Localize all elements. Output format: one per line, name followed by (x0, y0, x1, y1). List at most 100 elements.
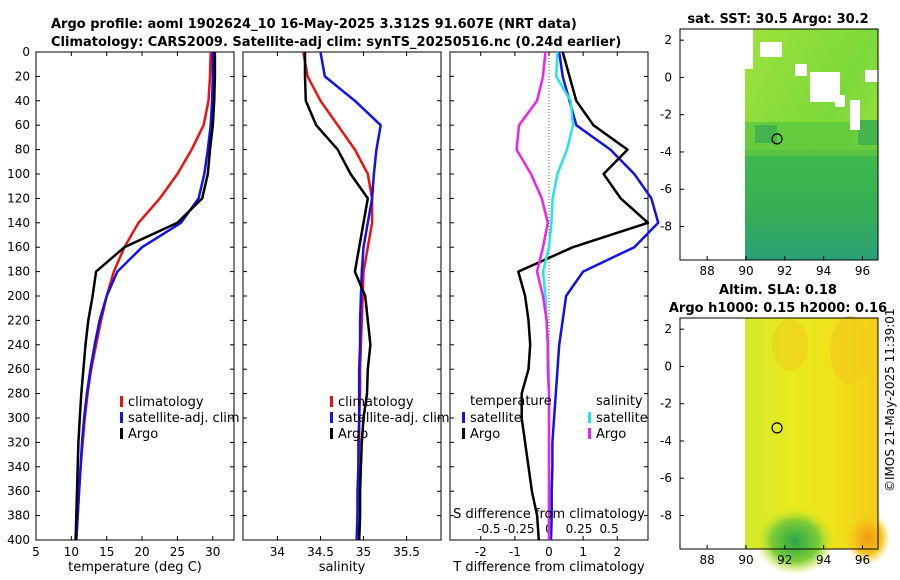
s-difference-xlabel: S difference from climatology (453, 507, 645, 522)
sla-map-panel: Altim. SLA: 0.18 Argo h1000: 0.15 h2000:… (660, 283, 890, 575)
sst-map-frame (679, 28, 879, 261)
sst-cloud-gap (850, 100, 860, 130)
depth-tick-label: 320 (7, 435, 30, 449)
legend-label-climatology: climatology (338, 395, 414, 410)
legend-header-temperature: temperature (470, 394, 552, 409)
s-tick-label: 0.5 (600, 522, 619, 536)
sla-low-anomaly (755, 507, 835, 575)
lat-tick-label: -4 (660, 145, 672, 159)
legend-swatch-climatology (330, 396, 333, 407)
legend-swatch-climatology (120, 396, 123, 407)
legend-swatch-satellite (120, 412, 123, 423)
lon-tick-label: 96 (855, 553, 870, 567)
legend-swatch-argo (330, 428, 333, 439)
depth-tick-label: 240 (7, 338, 30, 352)
sst-map-panel: sat. SST: 30.5 Argo: 30.2 88 90 92 94 96 2 0 -2… (660, 12, 879, 278)
sla-high-anomaly (846, 512, 890, 564)
legend-label-argo: Argo (338, 427, 368, 442)
salinity-axes-frame (242, 51, 442, 541)
sst-cold-patch (858, 120, 878, 145)
depth-tick-label: 140 (7, 216, 30, 230)
legend-header-salinity: salinity (596, 394, 643, 409)
depth-tick-label: 220 (7, 313, 30, 327)
line-satellite-adj-clim (75, 52, 215, 541)
legend-label-t-argo: Argo (470, 427, 500, 442)
line-t-satellite (549, 51, 660, 541)
lon-tick-label: 88 (700, 553, 715, 567)
sst-cloud-gap (865, 70, 878, 82)
x-tick-label: 30 (205, 545, 220, 559)
sst-cloud-gap (835, 95, 845, 107)
sst-argo-marker (771, 133, 783, 145)
x-tick-label: 10 (64, 545, 79, 559)
depth-tick-label: 60 (15, 118, 30, 132)
x-tick-label: 1 (579, 545, 587, 559)
salinity-xlabel: salinity (319, 560, 366, 575)
salinity-panel: 34 34.5 35 35.5 salinity climatology satell… (242, 51, 450, 575)
lat-tick-label: 0 (664, 359, 672, 373)
lon-tick-label: 92 (777, 553, 792, 567)
difference-lines (515, 51, 660, 541)
legend-label-satellite: satellite-adj. clim (128, 411, 240, 426)
lat-tick-label: -6 (660, 182, 672, 196)
depth-tick-label: 180 (7, 265, 30, 279)
line-satellite-adj-clim (319, 51, 382, 541)
imos-credit: ©IMOS 21-May-2025 11:39:01 (883, 308, 897, 492)
sla-map-ticks: 88 90 92 94 96 2 0 -2 -4 -6 -8 (660, 322, 870, 567)
x-tick-label: 25 (170, 545, 185, 559)
sst-cold-patch (755, 125, 777, 143)
line-argo (303, 52, 372, 541)
x-tick-label: 20 (134, 545, 149, 559)
lat-tick-label: 0 (664, 70, 672, 84)
lat-tick-label: -4 (660, 434, 672, 448)
sla-map-frame (679, 317, 879, 550)
figure-title-line2: Climatology: CARS2009. Satellite-adj cli… (51, 35, 621, 50)
line-t-argo (517, 51, 650, 541)
depth-tick-label: 80 (15, 143, 30, 157)
s-difference-ticks: -0.5 -0.25 0 0.25 0.5 (477, 522, 618, 536)
depth-tick-label: 100 (7, 167, 30, 181)
depth-tick-labels: 0 20 40 60 80 100 120 140 160 180 200 220 240 260 280 3… (7, 45, 648, 547)
depth-tick-label: 0 (22, 45, 30, 59)
lon-tick-label: 90 (738, 553, 753, 567)
lat-tick-label: -8 (660, 508, 672, 522)
legend-swatch-t-satellite (462, 412, 465, 423)
lat-tick-label: -2 (660, 397, 672, 411)
temperature-lines (74, 51, 217, 541)
sst-cloud-gap (745, 29, 753, 69)
lon-tick-label: 88 (700, 264, 715, 278)
x-tick-label: 35.5 (393, 545, 420, 559)
lon-tick-label: 92 (777, 264, 792, 278)
sst-map-title: sat. SST: 30.5 Argo: 30.2 (687, 12, 868, 27)
t-difference-xlabel: T difference from climatology (452, 560, 645, 575)
lon-tick-label: 94 (816, 264, 831, 278)
temperature-xlabel: temperature (deg C) (68, 560, 202, 575)
x-tick-label: -1 (509, 545, 521, 559)
legend-label-s-satellite: satellite (596, 411, 648, 426)
line-argo (74, 52, 217, 541)
lon-tick-label: 96 (855, 264, 870, 278)
depth-tick-label: 260 (7, 362, 30, 376)
legend-swatch-s-satellite (588, 412, 591, 423)
legend-swatch-t-argo (462, 428, 465, 439)
depth-tick-label: 400 (7, 533, 30, 547)
sla-field (745, 316, 890, 575)
sla-argo-marker (771, 422, 783, 434)
x-tick-label: 0 (545, 545, 553, 559)
sst-field-lower (745, 150, 878, 260)
lon-tick-label: 90 (738, 264, 753, 278)
sla-high-anomaly (772, 319, 808, 371)
sla-map-subtitle: Argo h1000: 0.15 h2000: 0.16 (669, 301, 887, 316)
lat-tick-label: -2 (660, 108, 672, 122)
t-difference-x-ticks: -2 -1 0 1 2 (475, 52, 621, 559)
lat-tick-label: -6 (660, 471, 672, 485)
depth-tick-label: 40 (15, 94, 30, 108)
legend-swatch-s-argo (588, 428, 591, 439)
line-s-argo (515, 51, 551, 540)
lat-tick-label: 2 (664, 33, 672, 47)
depth-tick-label: 200 (7, 289, 30, 303)
salinity-legend: climatology satellite-adj. clim Argo (330, 395, 450, 442)
x-tick-label: 2 (613, 545, 621, 559)
sst-field (745, 29, 878, 260)
